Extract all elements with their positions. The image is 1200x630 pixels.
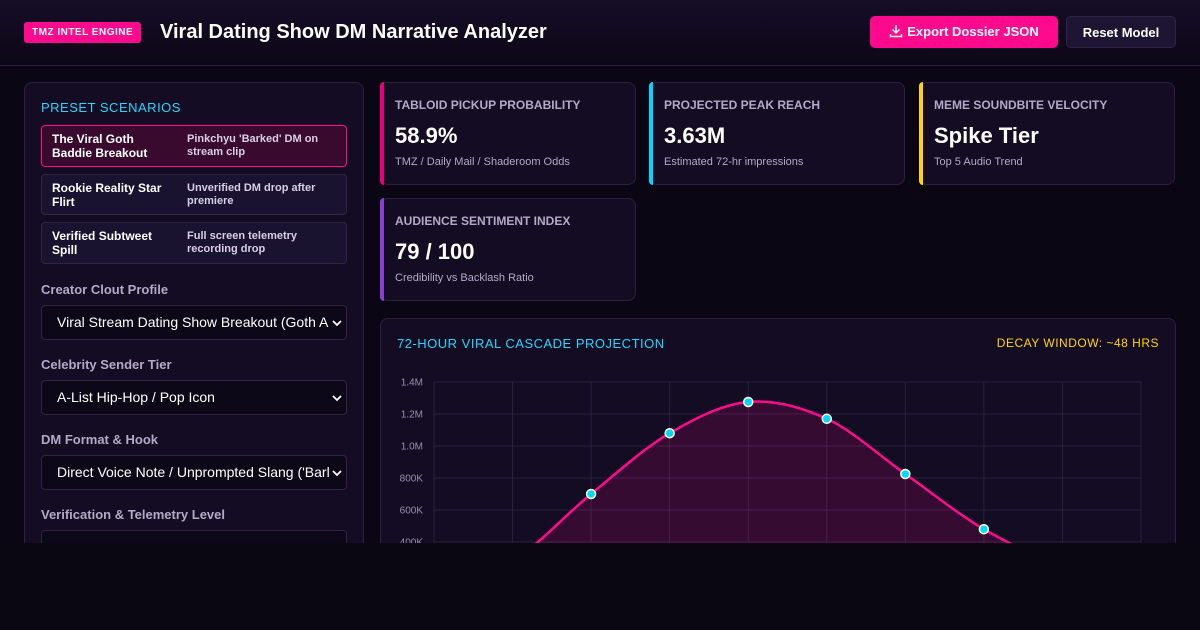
chart-annotation: DECAY WINDOW: ~48 HRS [996,336,1159,350]
point [900,468,911,480]
point [978,523,990,535]
accent-bar [919,82,923,185]
metric-value: 3.63M [664,123,726,148]
metric-label: AUDIENCE SENTIMENT INDEX [395,214,571,228]
preset-desc: Full screen telemetry recording drop [187,230,298,255]
point [585,488,597,500]
field-label: DM Format & Hook [41,432,158,447]
preset-name: Rookie Reality Star Flirt [52,180,162,209]
field-label: Creator Clout Profile [41,282,169,297]
y-tick-label: 400K [400,538,424,544]
y-tick-label: 1.2M [401,410,423,421]
reset-button[interactable]: Reset Model [1066,16,1176,48]
point [821,413,833,425]
accent-bar [380,82,384,185]
export-button[interactable]: Export Dossier JSON [870,16,1058,48]
sidebar-title: PRESET SCENARIOS [41,100,181,115]
metric-value: 79 / 100 [395,239,475,264]
preset-item[interactable]: Verified Subtweet Spill Full screen telem… [41,222,347,264]
field-label: Celebrity Sender Tier [41,357,172,372]
metric-card: AUDIENCE SENTIMENT INDEX 79 / 100 Credibil… [380,198,636,301]
button-label: Export Dossier JSON [907,24,1039,39]
metric-note: Credibility vs Backlash Ratio [395,272,534,284]
select[interactable]: A-List Hip-Hop / Pop Icon [41,380,347,415]
point [664,427,675,439]
line [534,400,1013,543]
chart-title: 72-HOUR VIRAL CASCADE PROJECTION [397,336,665,351]
app: TMZ INTEL ENGINE Viral Dating Show DM Na… [0,0,1200,543]
y-tick-label: 1.0M [401,442,423,453]
download-icon [890,25,903,38]
app-title: Viral Dating Show DM Narrative Analyzer [160,21,547,43]
chevron [332,468,342,478]
chart: 400K 600K 800K 1.0M 1.2M 1.4M [400,378,1142,544]
chevron [332,318,342,328]
metric-note: TMZ / Daily Mail / Shaderoom Odds [395,156,570,168]
select[interactable] [41,530,347,543]
metric-note: Top 5 Audio Trend [934,156,1023,168]
metric-value: Spike Tier [934,123,1039,148]
metric-card: TABLOID PICKUP PROBABILITY 58.9% TMZ / Dai… [380,82,636,185]
accent-bar [649,82,653,185]
badge: TMZ INTEL ENGINE [24,22,142,43]
metric-value: 58.9% [395,123,458,148]
metric-note: Estimated 72-hr impressions [664,156,804,168]
y-tick-label: 600K [400,506,424,517]
area [536,401,1010,543]
metric-card: MEME SOUNDBITE VELOCITY Spike Tier Top 5 A… [919,82,1175,185]
y-tick-label: 800K [400,474,424,485]
metric-label: TABLOID PICKUP PROBABILITY [395,98,581,112]
preset-desc: Pinkchyu 'Barked' DM on stream clip [187,133,319,158]
field-label: Verification & Telemetry Level [41,507,225,522]
header: TMZ INTEL ENGINE Viral Dating Show DM Na… [0,0,1200,66]
metric-label: PROJECTED PEAK REACH [664,98,821,112]
select[interactable]: Direct Voice Note / Unprompted Slang ('B… [41,455,347,490]
accent-bar [380,198,384,301]
select[interactable]: Viral Stream Dating Show Breakout (Goth … [41,305,347,340]
point [742,396,754,408]
metric-card: PROJECTED PEAK REACH 3.63M Estimated 72-hr… [649,82,905,185]
preset-item[interactable]: Rookie Reality Star Flirt Unverified DM d… [41,174,347,215]
metric-label: MEME SOUNDBITE VELOCITY [934,98,1108,112]
preset-item[interactable]: The Viral Goth Baddie Breakout Pinkchyu '… [41,125,347,167]
preset-name: The Viral Goth Baddie Breakout [52,132,148,160]
preset-desc: Unverified DM drop after premiere [187,181,316,207]
chevron [332,393,342,403]
y-tick-label: 1.4M [401,378,423,389]
preset-name: Verified Subtweet Spill [52,229,153,257]
